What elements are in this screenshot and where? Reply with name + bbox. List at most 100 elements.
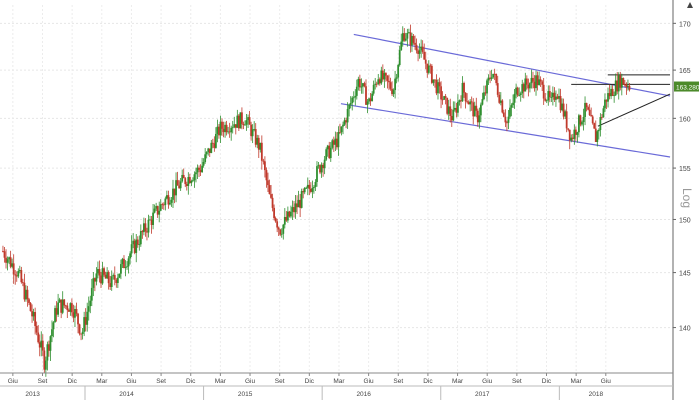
candle-body [247, 117, 249, 121]
candle-body [81, 331, 84, 335]
x-tick-label-2: Dic [67, 378, 77, 385]
candle-body [476, 110, 479, 123]
candle-body [283, 216, 286, 225]
candle-body [257, 137, 260, 150]
candle-body [493, 73, 496, 75]
candle-body [460, 100, 462, 102]
candle-body [340, 126, 343, 133]
candle-body [404, 38, 407, 41]
candle-body [519, 93, 522, 95]
candle-body [417, 50, 419, 54]
candle-body [101, 268, 104, 284]
candle-body [320, 164, 323, 173]
candle-body [600, 117, 603, 118]
candle-body [331, 140, 334, 148]
candle-body [303, 187, 306, 193]
candle-body [438, 82, 441, 87]
candle-body [282, 224, 285, 234]
candle-body [109, 283, 112, 287]
candle-body [64, 305, 67, 307]
candle-body [504, 116, 507, 123]
candle-body [190, 180, 193, 184]
candle-body [513, 93, 516, 103]
candle-body [221, 121, 223, 129]
candle-body [17, 271, 20, 277]
candle-body [319, 165, 321, 173]
candle-body [299, 199, 302, 208]
candle-body [142, 223, 145, 233]
candle-body [254, 129, 257, 145]
candle-body [496, 83, 499, 95]
candle-body [506, 122, 508, 124]
candle-body [461, 82, 464, 102]
candle-body [271, 197, 274, 208]
candle-body [141, 231, 144, 233]
candle-body [244, 124, 246, 126]
candle-body [231, 127, 234, 129]
candle-body [432, 79, 435, 83]
x-tick-label-1: Set [38, 378, 48, 385]
candle-body [614, 80, 617, 96]
candle-body [385, 73, 387, 76]
year-label-0: 2013 [25, 391, 40, 398]
candle-body [182, 174, 185, 179]
candle-body [414, 42, 416, 45]
candle-body [124, 267, 127, 269]
candle-body [227, 131, 230, 133]
candle-body [129, 253, 132, 259]
candle-body [293, 207, 295, 213]
candle-body [547, 91, 550, 101]
candle-body [446, 97, 449, 114]
candle-body [328, 145, 331, 159]
x-tick-label-18: Dic [542, 378, 552, 385]
candle-body [46, 344, 49, 361]
y-tick-label-140: 140 [679, 326, 691, 333]
candle-body [316, 166, 318, 182]
candle-body [473, 105, 476, 117]
candle-body [58, 299, 61, 303]
candle-body [450, 115, 453, 121]
candle-body [121, 258, 124, 265]
candle-body [553, 92, 556, 100]
trendline-4 [597, 93, 671, 127]
candle-body [578, 115, 580, 133]
candle-body [26, 289, 29, 300]
candle-body [103, 268, 105, 275]
candle-body [20, 270, 23, 283]
candle-body [135, 239, 138, 253]
candle-body [150, 219, 153, 225]
candle-body [457, 101, 459, 113]
candle-body [198, 167, 200, 170]
candle-body [152, 212, 154, 225]
candle-body [366, 101, 369, 105]
candle-body [208, 148, 211, 153]
y-tick-label-155: 155 [679, 166, 691, 173]
candle-body [484, 92, 487, 94]
candle-body [369, 98, 372, 102]
candle-body [178, 185, 181, 189]
candle-body [501, 100, 504, 113]
candle-body [167, 195, 170, 205]
candle-body [486, 80, 488, 94]
candle-body [302, 191, 305, 193]
candle-body [159, 204, 162, 211]
candle-body [483, 92, 485, 100]
candle-body [196, 167, 199, 173]
candle-body [132, 240, 135, 245]
candle-body [237, 115, 240, 129]
candle-body [296, 203, 298, 208]
candle-body [380, 70, 383, 84]
last-price-label: 163.2800 [676, 85, 700, 92]
candle-body [74, 308, 76, 318]
x-tick-label-0: Giu [8, 378, 19, 385]
candle-body [423, 51, 426, 60]
x-tick-label-8: Giu [245, 378, 256, 385]
candle-body [541, 81, 544, 85]
candle-body [69, 303, 72, 312]
candle-body [250, 124, 253, 137]
candle-body [251, 129, 254, 137]
candle-body [48, 344, 50, 351]
candle-body [475, 105, 478, 111]
candle-body [332, 140, 335, 145]
candle-body [443, 96, 446, 100]
